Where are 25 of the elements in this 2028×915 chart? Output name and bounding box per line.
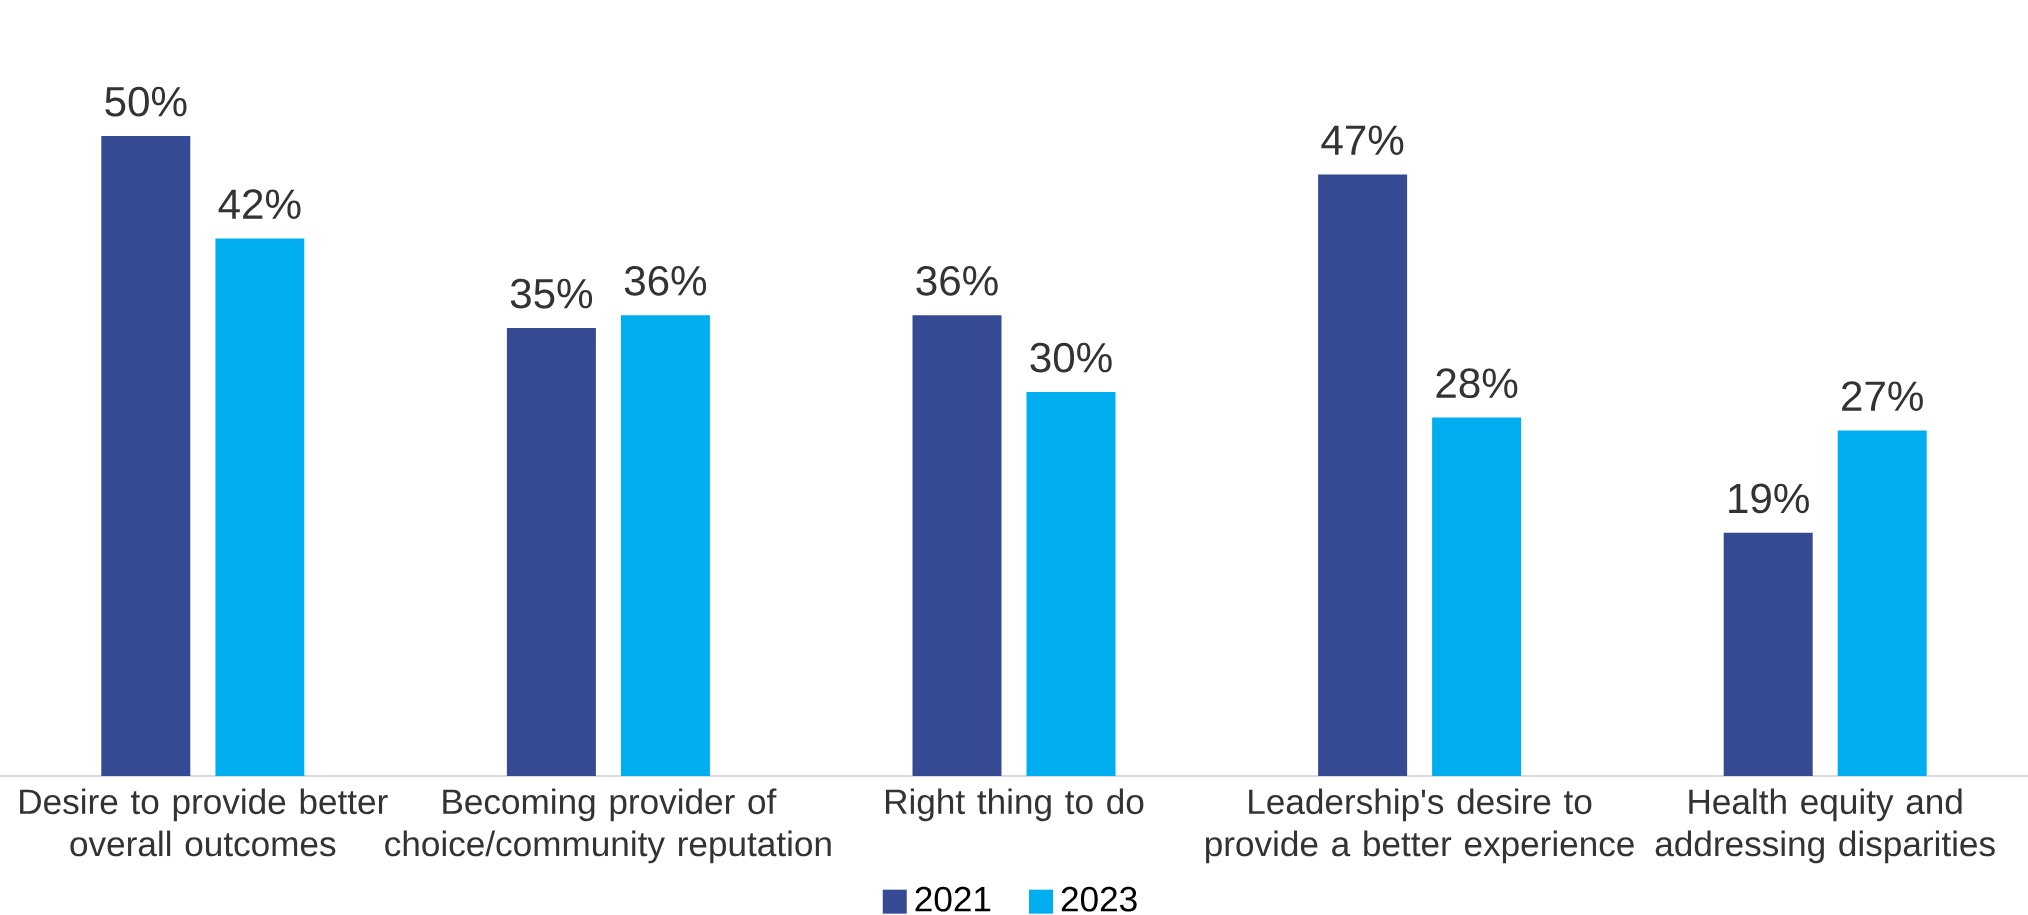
bar (1432, 417, 1522, 776)
x-tick-label: Leadership's desire to provide a better experience (1205, 788, 1634, 864)
data-label: 30% (1030, 342, 1112, 373)
bar (506, 327, 596, 776)
data-label: 27% (1842, 381, 1923, 411)
data-label: 36% (916, 265, 998, 296)
data-label: 35% (510, 278, 593, 309)
legend-label: 2023 (1061, 886, 1137, 912)
data-label: 42% (218, 189, 301, 219)
data-label: 36% (624, 265, 707, 296)
bar (1026, 391, 1116, 776)
x-tick-label: Health equity and addressing disparities (1655, 788, 1995, 864)
bar (620, 315, 710, 776)
bar (1318, 174, 1408, 776)
data-label: 47% (1321, 125, 1404, 155)
data-label: 28% (1436, 368, 1518, 399)
bar (1837, 430, 1927, 776)
bar (1723, 532, 1813, 776)
legend-label: 2021 (915, 886, 991, 912)
x-tick-label: Right thing to do (885, 788, 1144, 822)
bar (912, 315, 1002, 776)
bar (101, 135, 191, 776)
bar (215, 238, 305, 776)
data-label: 19% (1729, 483, 1809, 514)
data-label: 50% (105, 86, 187, 117)
